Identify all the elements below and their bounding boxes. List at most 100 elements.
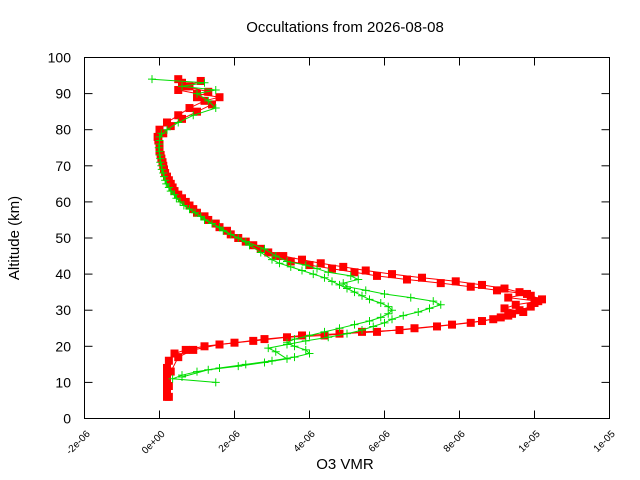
data-point [399, 311, 408, 320]
data-point [298, 255, 306, 264]
data-point [275, 259, 284, 268]
data-point [260, 358, 269, 367]
data-point [166, 179, 175, 188]
data-point [189, 345, 198, 354]
data-point [298, 266, 306, 275]
data-point [200, 342, 209, 351]
data-point [350, 288, 359, 297]
data-point [313, 264, 321, 273]
data-point [493, 286, 501, 295]
data-point [290, 353, 299, 362]
data-point [168, 374, 177, 383]
data-point [388, 306, 396, 315]
series-layer [148, 75, 546, 401]
data-point [178, 372, 186, 381]
data-point [271, 347, 280, 356]
data-point [256, 248, 265, 257]
data-point [215, 93, 224, 102]
data-point [301, 345, 310, 354]
data-point [478, 280, 486, 289]
data-point [283, 354, 291, 363]
series-group [153, 75, 546, 401]
y-tick-label: 20 [55, 338, 71, 354]
data-point [328, 277, 336, 286]
data-point [178, 82, 186, 91]
data-point [384, 302, 393, 311]
data-point [204, 96, 213, 105]
data-point [365, 317, 374, 326]
data-point [373, 327, 381, 336]
data-point [451, 277, 460, 286]
data-point [157, 165, 166, 174]
data-point [157, 129, 166, 138]
data-point [433, 322, 441, 331]
series-line [158, 133, 443, 378]
series-line [157, 80, 539, 397]
data-point [271, 252, 280, 261]
data-point [215, 340, 224, 349]
x-tick-label: 2e-06 [217, 429, 243, 455]
data-point [174, 85, 183, 94]
data-point [185, 104, 194, 113]
data-point [466, 282, 475, 291]
data-point [328, 264, 336, 273]
data-point [324, 333, 333, 342]
data-point [249, 336, 258, 345]
data-point [174, 353, 183, 362]
data-point [358, 326, 366, 335]
data-point [388, 270, 396, 279]
data-point [189, 111, 198, 120]
data-point [358, 291, 366, 300]
x-tick-label: 6e-06 [367, 429, 393, 455]
data-point [178, 194, 186, 203]
data-point [361, 266, 370, 275]
data-point [193, 107, 201, 116]
data-point [406, 293, 415, 302]
data-point [309, 270, 318, 279]
data-point [504, 293, 513, 302]
data-point [361, 286, 370, 295]
data-point [376, 313, 385, 322]
data-point [163, 125, 171, 134]
x-tick-label: 1e-05 [592, 429, 618, 455]
data-point [425, 304, 434, 313]
data-point [283, 333, 291, 342]
data-point [164, 356, 173, 365]
data-point [301, 336, 310, 345]
data-point [155, 150, 164, 159]
data-point [160, 172, 168, 181]
data-point [154, 143, 163, 152]
data-point [215, 223, 224, 232]
data-point [320, 273, 329, 282]
data-point [181, 345, 190, 354]
data-point [290, 335, 299, 344]
data-point [301, 261, 310, 270]
data-point [166, 122, 175, 131]
data-point [388, 315, 396, 324]
x-tick-label: 4e-06 [292, 429, 318, 455]
x-tick-label: -2e-06 [64, 429, 93, 458]
data-point [436, 279, 445, 288]
data-point [403, 275, 411, 284]
data-point [534, 297, 543, 306]
data-point [164, 392, 173, 401]
y-tick-label: 50 [55, 230, 71, 246]
data-point [191, 208, 200, 217]
data-point [196, 212, 205, 221]
data-point [283, 340, 291, 349]
data-point [204, 365, 213, 374]
data-point [369, 322, 378, 331]
data-point [500, 284, 509, 293]
data-point [523, 289, 531, 298]
data-point [260, 335, 269, 344]
data-point [335, 280, 344, 289]
data-point [384, 309, 393, 318]
y-tick-label: 30 [55, 302, 71, 318]
axis-ticks [84, 57, 610, 419]
data-point [211, 104, 220, 113]
data-point [200, 78, 209, 87]
data-point [298, 331, 306, 340]
data-point [178, 114, 186, 123]
data-point [156, 158, 165, 167]
